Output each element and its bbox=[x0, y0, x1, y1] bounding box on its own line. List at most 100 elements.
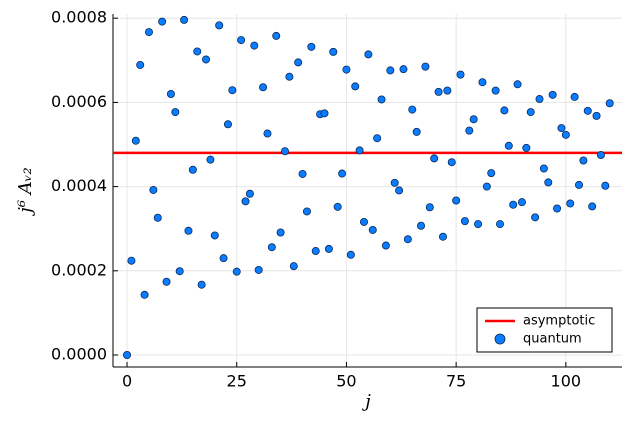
point bbox=[342, 65, 351, 74]
point bbox=[123, 351, 132, 360]
point bbox=[276, 228, 285, 237]
point bbox=[202, 55, 211, 64]
point bbox=[149, 185, 158, 194]
point bbox=[522, 143, 531, 152]
y-tick-label: 0.0004 bbox=[51, 176, 107, 195]
point bbox=[574, 180, 583, 189]
point bbox=[553, 204, 562, 213]
point bbox=[298, 169, 307, 178]
point bbox=[166, 89, 175, 98]
point bbox=[241, 197, 250, 206]
x-tick-label: 25 bbox=[227, 372, 247, 391]
point bbox=[386, 66, 395, 75]
point bbox=[570, 92, 579, 101]
x-tick-label: 0 bbox=[122, 372, 132, 391]
point bbox=[219, 254, 228, 263]
point bbox=[307, 42, 316, 51]
point bbox=[517, 198, 526, 207]
point bbox=[263, 129, 272, 138]
point bbox=[504, 141, 513, 150]
x-tick-label: 75 bbox=[446, 372, 466, 391]
point bbox=[544, 178, 553, 187]
point bbox=[482, 182, 491, 191]
y-axis-label: j⁶ Aᵥ₂ bbox=[15, 167, 36, 216]
point bbox=[184, 226, 193, 235]
point bbox=[302, 207, 311, 216]
point bbox=[311, 247, 320, 256]
point bbox=[188, 165, 197, 174]
point bbox=[412, 127, 421, 136]
point bbox=[351, 82, 360, 91]
legend-box bbox=[476, 307, 613, 353]
point bbox=[158, 17, 167, 26]
point bbox=[403, 235, 412, 244]
point bbox=[136, 60, 145, 69]
point bbox=[153, 213, 162, 222]
point bbox=[228, 86, 237, 95]
point bbox=[294, 58, 303, 67]
point bbox=[364, 50, 373, 59]
point bbox=[373, 134, 382, 143]
point bbox=[539, 164, 548, 173]
point bbox=[285, 72, 294, 81]
point bbox=[333, 202, 342, 211]
point bbox=[548, 90, 557, 99]
point bbox=[250, 41, 259, 50]
point bbox=[127, 256, 136, 265]
point bbox=[438, 232, 447, 241]
point bbox=[377, 95, 386, 104]
point bbox=[346, 250, 355, 259]
point bbox=[232, 267, 241, 276]
point bbox=[566, 199, 575, 208]
point bbox=[215, 21, 224, 30]
point bbox=[197, 280, 206, 289]
point bbox=[474, 220, 483, 229]
point bbox=[491, 86, 500, 95]
point bbox=[206, 155, 215, 164]
y-tick-label: 0.0000 bbox=[51, 345, 107, 364]
point bbox=[267, 243, 276, 252]
point bbox=[513, 80, 522, 89]
point bbox=[417, 221, 426, 230]
point bbox=[447, 158, 456, 167]
point bbox=[193, 47, 202, 56]
x-tick-label: 50 bbox=[336, 372, 356, 391]
point bbox=[465, 126, 474, 135]
x-tick-label: 100 bbox=[551, 372, 582, 391]
point bbox=[460, 217, 469, 226]
legend-marker bbox=[494, 333, 506, 345]
point bbox=[245, 189, 254, 198]
point bbox=[430, 154, 439, 163]
point bbox=[180, 15, 189, 24]
legend-label: quantum bbox=[523, 332, 582, 347]
point bbox=[210, 231, 219, 240]
point bbox=[131, 136, 140, 145]
point bbox=[561, 130, 570, 139]
point bbox=[557, 124, 566, 133]
y-tick-label: 0.0006 bbox=[51, 92, 107, 111]
y-tick-label: 0.0002 bbox=[51, 260, 107, 279]
point bbox=[500, 106, 509, 115]
point bbox=[443, 86, 452, 95]
point bbox=[588, 202, 597, 211]
point bbox=[162, 277, 171, 286]
point bbox=[535, 95, 544, 104]
point bbox=[281, 147, 290, 156]
point bbox=[579, 156, 588, 165]
point bbox=[381, 241, 390, 250]
point bbox=[487, 169, 496, 178]
point bbox=[171, 108, 180, 117]
point bbox=[324, 244, 333, 253]
point bbox=[399, 65, 408, 74]
point bbox=[320, 109, 329, 118]
point bbox=[395, 186, 404, 195]
point bbox=[592, 111, 601, 120]
point bbox=[338, 169, 347, 178]
y-tick-label: 0.0008 bbox=[51, 8, 107, 27]
point bbox=[254, 265, 263, 274]
point bbox=[259, 83, 268, 92]
point bbox=[368, 225, 377, 234]
point bbox=[390, 178, 399, 187]
point bbox=[456, 70, 465, 79]
